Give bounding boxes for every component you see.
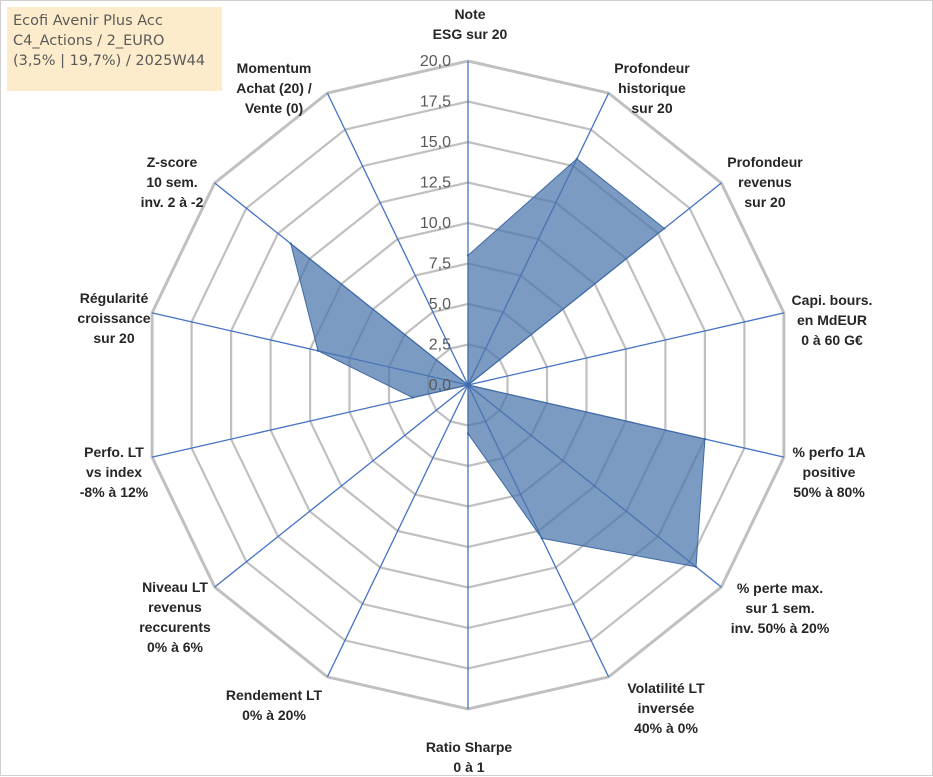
axis-label-line: croissance <box>77 310 151 326</box>
series-area <box>289 158 706 568</box>
fund-info-box: Ecofi Avenir Plus Acc C4_Actions / 2_EUR… <box>7 7 222 91</box>
tick-label: 17,5 <box>420 94 451 111</box>
axis-label-line: vs index <box>85 464 143 480</box>
axis-label-line: sur 20 <box>93 330 135 346</box>
tick-label: 20,0 <box>420 53 451 70</box>
axis-label-line: sur 1 sem. <box>745 600 815 616</box>
tick-label: 12,5 <box>420 175 451 192</box>
radar-series <box>289 157 707 568</box>
axis-label-line: ESG sur 20 <box>432 26 508 42</box>
axis-label-line: sur 20 <box>744 194 786 210</box>
data-point <box>289 242 292 245</box>
axis-label-line: 0% à 6% <box>146 639 204 655</box>
axis-label: Capi. bours. en MdEUR 0 à 60 G€ <box>747 290 917 350</box>
data-point <box>411 396 414 399</box>
axis-label-line: Capi. bours. <box>791 292 873 308</box>
axis-label: Profondeur historique sur 20 <box>567 58 737 118</box>
axis-label-line: Ratio Sharpe <box>425 739 513 755</box>
axis-label-line: 40% à 0% <box>634 720 698 736</box>
data-point <box>466 432 470 435</box>
axis-label-line: Niveau LT <box>142 579 208 595</box>
axis-label: Profondeur revenus sur 20 <box>680 152 850 212</box>
axis-label-line: 10 sem. <box>146 174 198 190</box>
data-point <box>540 537 543 540</box>
axis-label-line: Achat (20) / <box>236 80 312 96</box>
axis-label: % perte max. sur 1 sem. inv. 50% à 20% <box>695 578 865 638</box>
data-point <box>466 254 470 257</box>
axis-label-line: Perfo. LT <box>84 444 144 460</box>
tick-label: 5,0 <box>429 296 451 313</box>
axis-label: Ratio Sharpe 0 à 1 <box>384 737 554 777</box>
axis-label-line: revenus <box>148 599 202 615</box>
data-point <box>466 383 470 387</box>
axis-label-line: historique <box>618 80 686 96</box>
axis-spoke <box>467 312 785 386</box>
axis-spoke <box>214 384 469 588</box>
tick-label: 0,0 <box>429 377 451 394</box>
axis-label-line: Rendement LT <box>225 687 323 703</box>
axis-label-line: inversée <box>637 700 695 716</box>
data-point <box>694 565 698 568</box>
axis-label: Volatilité LT inversée 40% à 0% <box>581 678 751 738</box>
axis-label-line: sur 20 <box>631 100 673 116</box>
axis-label-line: Vente (0) <box>244 100 304 116</box>
axis-label-line: -8% à 12% <box>79 484 149 500</box>
axis-label-line: % perte max. <box>736 580 824 596</box>
axis-label: % perfo 1A positive 50% à 80% <box>744 442 914 502</box>
axis-label-line: 0% à 20% <box>242 707 306 723</box>
data-point <box>575 157 579 160</box>
axis-label-line: Profondeur <box>614 60 690 76</box>
axis-label-line: en MdEUR <box>797 312 867 328</box>
fund-stats: (3,5% | 19,7%) / 2025W44 <box>13 53 206 69</box>
axis-label: Régularité croissance sur 20 <box>29 288 199 348</box>
axis-label-line: inv. 50% à 20% <box>730 620 830 636</box>
axis-label: Z-score 10 sem. inv. 2 à -2 <box>87 152 257 212</box>
axis-label-line: 50% à 80% <box>793 484 865 500</box>
axis-label-line: Note <box>454 6 486 22</box>
axis-label-line: Régularité <box>79 290 149 306</box>
fund-name: Ecofi Avenir Plus Acc <box>13 13 163 29</box>
fund-category: C4_Actions / 2_EURO <box>13 33 165 49</box>
radar-tick-labels: 0,0 2,5 5,0 7,5 10,0 12,5 15,0 17,5 20,0 <box>420 53 451 394</box>
axis-label-line: % perfo 1A <box>792 444 866 460</box>
axis-label-line: reccurents <box>139 619 211 635</box>
tick-label: 2,5 <box>429 337 451 354</box>
axis-label: Perfo. LT vs index -8% à 12% <box>29 442 199 502</box>
axis-label-line: Z-score <box>146 154 198 170</box>
axis-label: Momentum Achat (20) / Vente (0) <box>189 58 359 118</box>
axis-label-line: Momentum <box>236 60 312 76</box>
axis-label-line: Volatilité LT <box>627 680 705 696</box>
tick-label: 10,0 <box>420 215 451 232</box>
tick-label: 7,5 <box>429 256 451 273</box>
axis-spoke <box>326 92 469 386</box>
axis-label-line: 0 à 1 <box>453 759 485 775</box>
axis-label: Niveau LT revenus reccurents 0% à 6% <box>90 577 260 657</box>
axis-label-line: Profondeur <box>727 154 803 170</box>
axis-spoke <box>326 384 469 678</box>
axis-label-line: inv. 2 à -2 <box>140 194 204 210</box>
data-point <box>316 349 320 352</box>
axis-label: Note ESG sur 20 <box>385 4 555 44</box>
axis-label: Rendement LT 0% à 20% <box>189 685 359 725</box>
tick-label: 15,0 <box>420 134 451 151</box>
data-point <box>663 227 666 230</box>
axis-label-line: revenus <box>738 174 792 190</box>
axis-label-line: 0 à 60 G€ <box>801 332 863 348</box>
data-point <box>703 437 707 441</box>
axis-label-line: positive <box>802 464 856 480</box>
